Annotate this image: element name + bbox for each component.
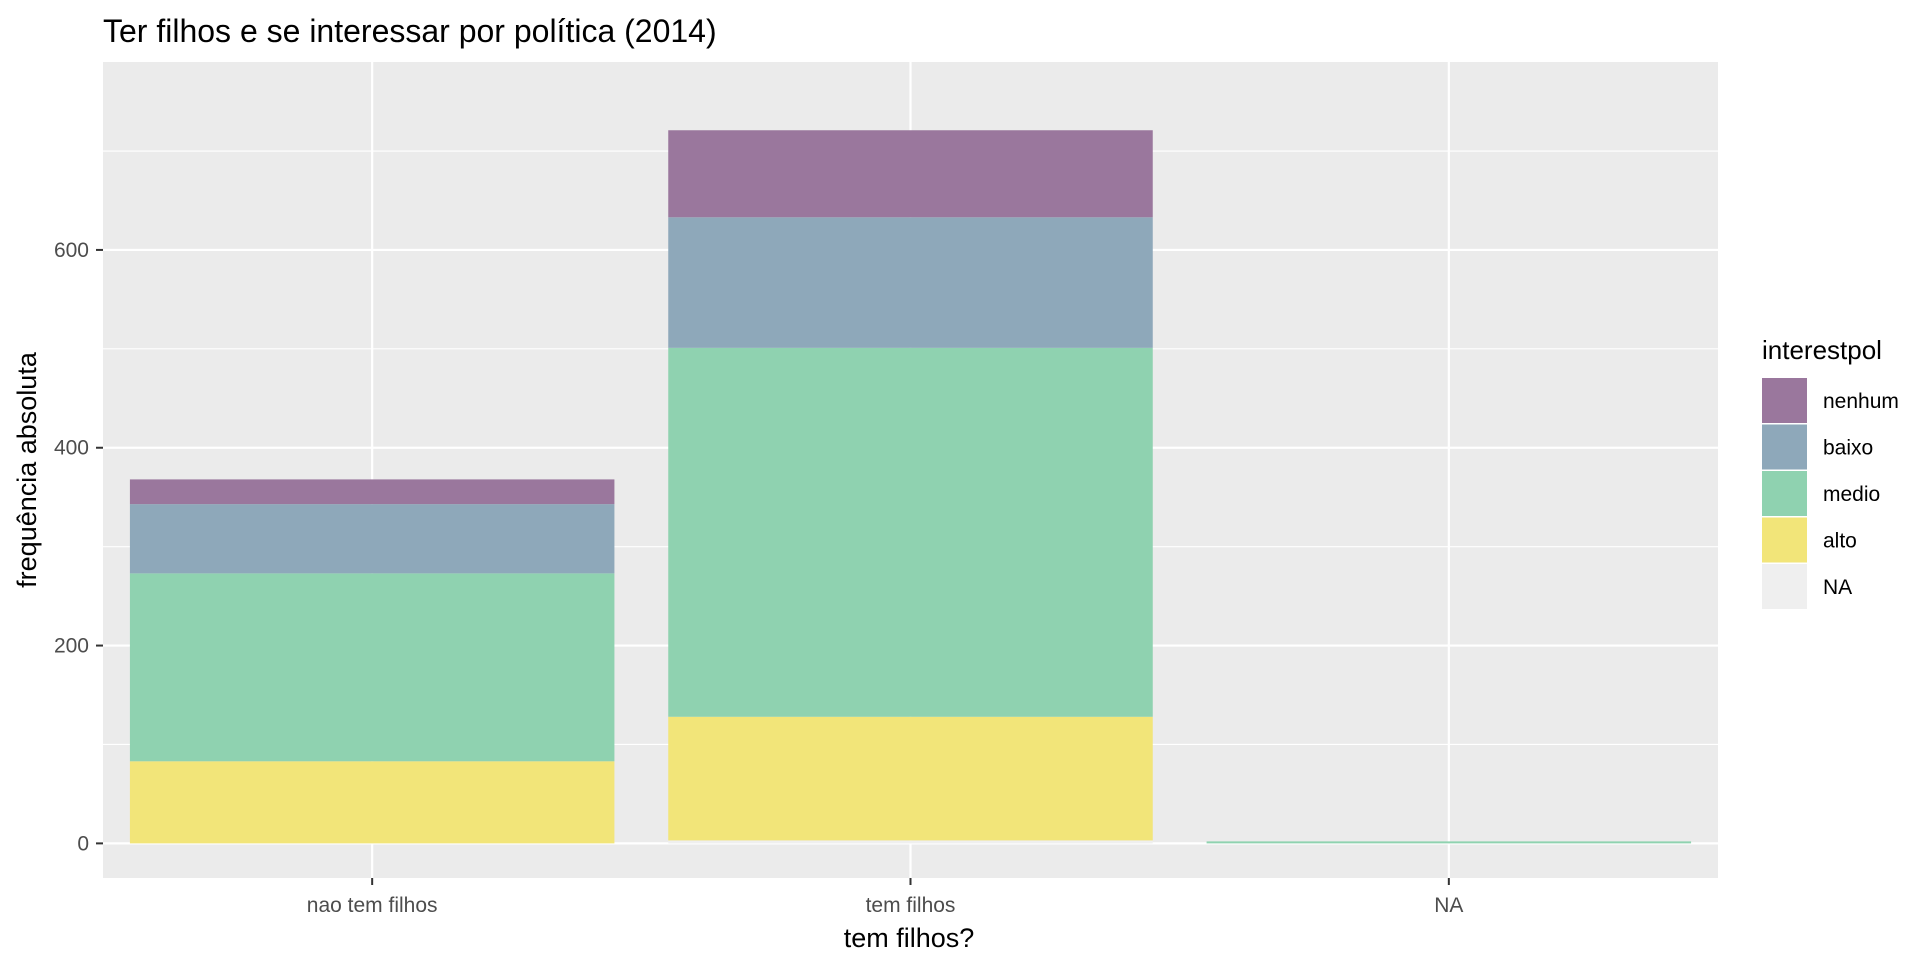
legend-title: interestpol xyxy=(1762,335,1882,365)
bar-segment xyxy=(668,840,1153,844)
x-tick-label: tem filhos xyxy=(866,894,956,917)
legend: interestpol nenhum baixo medio alto NA xyxy=(1762,335,1899,609)
bar-segment xyxy=(129,573,615,762)
legend-key xyxy=(1762,471,1807,516)
bar-segment xyxy=(129,761,615,844)
legend-key xyxy=(1762,378,1807,423)
bar-segment xyxy=(668,347,1153,717)
legend-key xyxy=(1762,424,1807,470)
y-tick-label: 400 xyxy=(54,437,89,460)
legend-keys: nenhum baixo medio alto NA xyxy=(1762,378,1899,609)
bar-segment xyxy=(129,504,615,574)
x-axis-title: tem filhos? xyxy=(844,923,975,953)
legend-label: NA xyxy=(1823,576,1852,599)
bar-segment xyxy=(668,217,1153,348)
x-tick-label: NA xyxy=(1434,894,1463,917)
x-axis: nao tem filhos tem filhos NA xyxy=(307,878,1463,917)
y-tick-label: 0 xyxy=(77,832,89,855)
y-tick-label: 600 xyxy=(54,239,89,262)
bar-segment xyxy=(668,716,1153,841)
bar-segment xyxy=(1206,841,1692,844)
x-tick-label: nao tem filhos xyxy=(307,894,438,917)
y-tick-label: 200 xyxy=(54,635,89,658)
legend-label: baixo xyxy=(1823,437,1873,460)
legend-label: nenhum xyxy=(1823,390,1899,413)
bars xyxy=(129,130,1692,844)
bar-segment xyxy=(668,130,1153,218)
y-axis-title: frequência absoluta xyxy=(12,351,42,588)
legend-label: alto xyxy=(1823,530,1857,553)
chart-title: Ter filhos e se interessar por política … xyxy=(103,13,717,49)
y-axis: 0 200 400 600 xyxy=(54,239,103,855)
legend-label: medio xyxy=(1823,483,1880,506)
legend-key xyxy=(1762,517,1807,563)
bar-segment xyxy=(129,479,615,505)
legend-key xyxy=(1762,564,1807,609)
